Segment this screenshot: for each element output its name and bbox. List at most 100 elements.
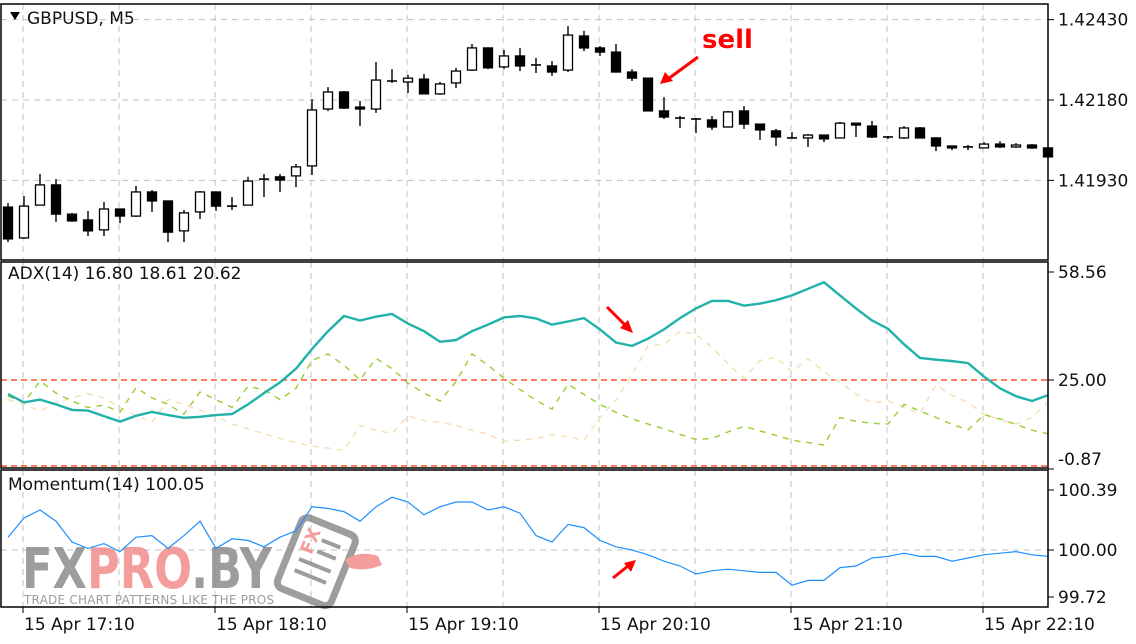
candle [162,200,174,243]
candle-body [434,83,446,95]
candle-body [754,123,766,131]
candle [210,191,222,211]
candle [34,173,46,206]
adx-arrowhead [620,320,633,333]
candle [883,136,893,139]
candle-body [274,176,286,181]
watermark-pro: PRO [87,537,191,602]
candle-body [818,134,830,140]
candle-body [194,191,206,213]
candle-body [146,191,158,202]
momentum-series [7,496,1049,586]
triangle-down-icon[interactable] [10,12,20,20]
candle-body [114,208,126,217]
candle-body [642,77,654,112]
candle [610,44,622,73]
candle-body [578,35,590,49]
time-tick-label: 15 Apr 18:10 [216,615,327,635]
candle [322,87,334,111]
candle [642,77,654,112]
candle-body [178,212,190,232]
candle-body [834,122,846,139]
candle-body [370,79,382,110]
candle-body [914,127,926,139]
candle-body [242,180,254,206]
candle [354,100,366,127]
time-tick-label: 15 Apr 17:10 [24,615,135,635]
price-axis[interactable]: 1.42430 1.42180 1.41930 58.56 25.00 -0.87 100.… [1048,11,1128,608]
time-tick-label: 15 Apr 19:10 [408,615,519,635]
candle-body [450,70,462,84]
candle-body [930,137,942,147]
candle-body [946,145,958,149]
watermark-tagline: TRADE CHART PATTERNS LIKE THE PROS [23,593,274,607]
momentum-line [7,496,1049,586]
candle [387,69,397,83]
candle-body [1026,144,1038,149]
candle-body [34,184,46,206]
candle-body [850,122,862,126]
candle-body [866,125,878,138]
candle [146,190,158,212]
candle-body [162,200,174,233]
sell-arrow-icon [667,55,699,81]
candle [114,208,126,224]
candle [498,49,510,70]
momentum-tick-label: 99.72 [1058,588,1107,608]
adx-panel [0,261,1049,469]
candlestick-series [2,26,1054,243]
candle-body [610,51,622,73]
candle [898,126,910,139]
time-axis[interactable]: 15 Apr 17:10 15 Apr 18:10 15 Apr 19:10 15 A… [22,607,1095,635]
candle-body [594,47,606,53]
candle-body [98,208,110,231]
candle-body [418,78,430,95]
price-tick-label: 1.42430 [1058,11,1128,31]
candle [978,142,990,149]
tablet-icon: FX [273,514,359,610]
candle-body [130,191,142,217]
price-tick-label: 1.42180 [1058,91,1128,111]
candle-body [722,111,734,128]
candle [994,141,1006,148]
candle-body [290,166,302,177]
candle [531,57,541,73]
candle-body [738,110,750,125]
adx-title: ADX(14) 16.80 18.61 20.62 [8,264,241,284]
minus-di-line [7,352,1049,446]
candle [562,26,574,73]
candle [914,127,926,139]
candle [434,81,446,95]
candle [802,134,814,147]
candle [834,121,846,139]
candle-body [770,130,782,138]
candle-body [306,109,318,167]
candle [514,47,526,72]
candle [2,202,14,243]
watermark-by: .BY [191,537,273,602]
candle [82,210,94,237]
candle [130,185,142,218]
hand-icon [345,553,382,570]
candle-body [658,110,670,118]
candle [402,74,414,93]
candle-body [82,219,94,232]
candle [738,106,750,129]
candle [18,196,30,239]
candle [50,179,62,222]
sell-label: sell [702,25,753,55]
candle [722,110,734,128]
candle [658,97,670,119]
candle-body [210,191,222,207]
symbol-menu[interactable]: GBPUSD, M5 [10,9,135,29]
candle [290,163,302,188]
candle-body [994,143,1006,148]
candle-body [354,106,366,110]
chart-title: GBPUSD, M5 [27,9,135,29]
candle-body [1010,144,1022,148]
sell-arrowhead [660,72,673,84]
time-tick-label: 15 Apr 21:10 [792,615,903,635]
adx-tick-label: 25.00 [1058,371,1107,391]
candle [227,197,237,210]
